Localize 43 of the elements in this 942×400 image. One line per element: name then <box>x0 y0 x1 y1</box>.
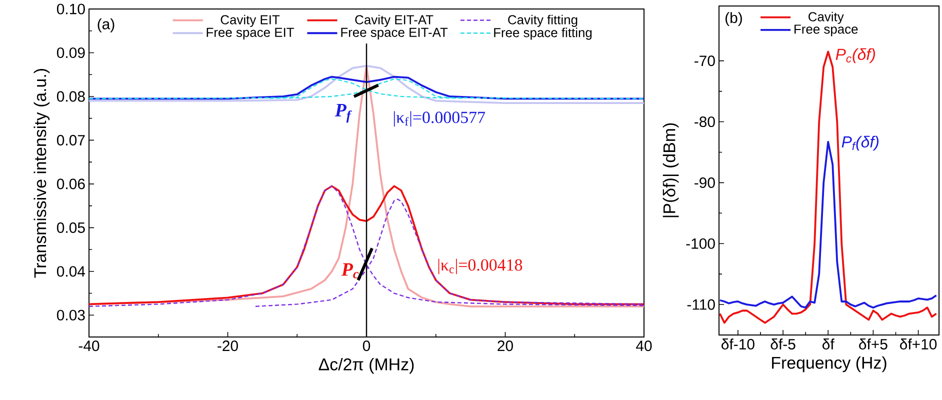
annotation: P$_{c}$(δf) <box>836 48 875 64</box>
annotation: P$_{f}$ <box>334 104 352 123</box>
legend-label: Free space EIT-AT <box>341 28 448 40</box>
x-tick-label: 20 <box>498 340 513 352</box>
y-tick-label: 0.10 <box>56 4 85 14</box>
y-tick-label: 0.09 <box>56 47 85 58</box>
x-tick-label: δf-5 <box>770 338 796 350</box>
legend-label: Cavity EIT-AT <box>355 14 434 27</box>
y-tick-label: -80 <box>694 116 715 128</box>
legend-label: Cavity EIT <box>220 14 280 27</box>
legend-label: Free space EIT <box>206 28 294 40</box>
y-tick-label: 0.03 <box>56 310 85 320</box>
y-tick-label: 0.07 <box>56 134 85 146</box>
annotation: (b) <box>726 12 742 26</box>
x-tick-label: δf+10 <box>900 338 937 350</box>
legend-label: Free space fitting <box>494 28 592 40</box>
x-tick-label: 40 <box>636 340 652 352</box>
y-tick-label: 0.05 <box>56 222 85 233</box>
annotation: |κ$_{c}$|=0.00418 <box>438 258 522 274</box>
y-tick-label: -90 <box>694 177 715 188</box>
x-tick-label: 0 <box>362 340 370 352</box>
y-tick-label: -70 <box>694 56 715 66</box>
y-axis-title: |P(δf)| (dBm) <box>662 123 679 218</box>
y-tick-label: -110 <box>687 299 715 310</box>
x-tick-label: -40 <box>78 340 100 352</box>
annotation: |κ$_{f}$|=0.000577 <box>394 111 486 127</box>
y-tick-label: 0.06 <box>56 178 85 190</box>
x-axis-title: Δc/2π (MHz) <box>318 358 414 374</box>
annotation: P$_{c}$ <box>341 263 359 278</box>
legend-label: Cavity fitting <box>508 14 578 27</box>
y-tick-label: -100 <box>686 238 715 249</box>
x-tick-label: δf <box>822 338 834 350</box>
x-tick-label: δf+5 <box>859 338 888 350</box>
x-axis-title: Frequency (Hz) <box>772 356 886 372</box>
x-tick-label: -20 <box>218 340 238 352</box>
y-tick-label: 0.04 <box>56 266 86 277</box>
annotation: P$_{f}$(δf) <box>842 136 878 151</box>
y-axis-title: Transmissive intensity (a.u.) <box>34 68 50 278</box>
x-tick-label: δf-10 <box>722 338 754 350</box>
legend-label: Cavity <box>808 12 844 24</box>
legend-label: Free space <box>794 24 858 36</box>
y-tick-label: 0.08 <box>56 91 85 102</box>
annotation: (a) <box>98 18 114 32</box>
